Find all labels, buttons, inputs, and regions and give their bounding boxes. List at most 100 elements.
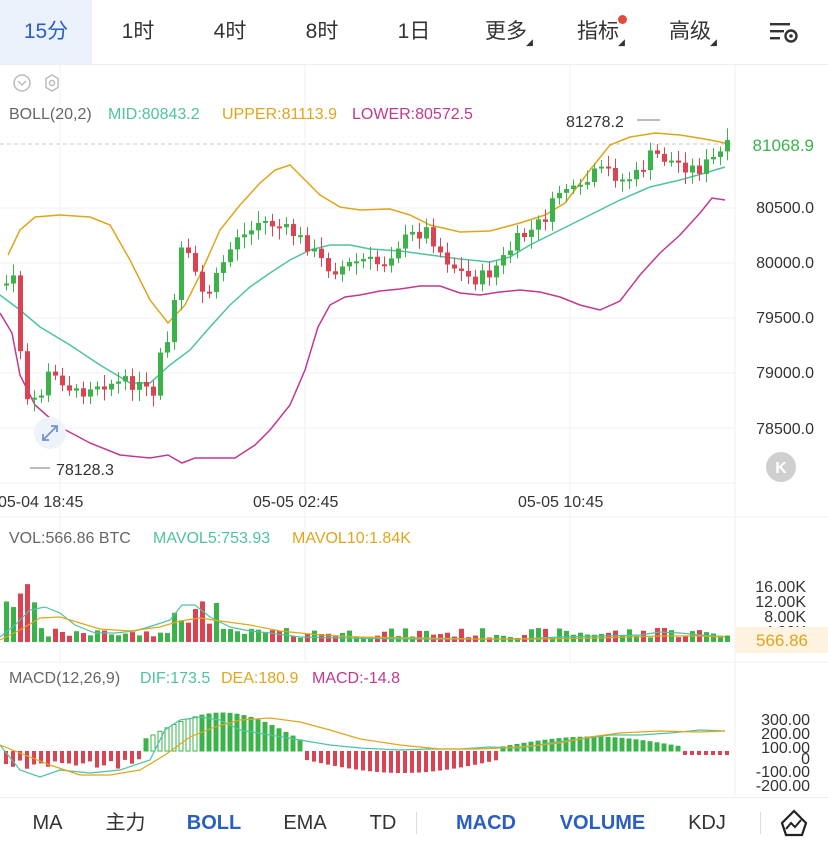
volume-bar	[634, 635, 639, 642]
candle-body	[669, 160, 674, 163]
tab-macd[interactable]: MACD	[456, 812, 516, 834]
candle-body	[375, 256, 380, 265]
candle-body	[606, 166, 611, 169]
volume-bar	[221, 628, 226, 642]
candle-body	[305, 235, 310, 252]
volume-bar	[361, 637, 366, 642]
macd-tick: 0	[801, 751, 810, 768]
candle-body	[445, 252, 450, 265]
candle-body	[648, 150, 653, 171]
dea-line	[0, 717, 726, 776]
more-dropdown[interactable]: 更多 ◢	[460, 0, 552, 64]
candle-body	[25, 351, 30, 400]
tab-td[interactable]: TD	[369, 812, 397, 834]
volume-bar	[515, 637, 520, 642]
collapse-icon[interactable]	[13, 74, 31, 92]
volume-bar	[550, 637, 555, 642]
candle-body	[557, 192, 562, 199]
candle-body	[368, 256, 373, 259]
volume-bar	[81, 633, 86, 642]
tab-ema[interactable]: EMA	[283, 812, 327, 834]
tab-8h[interactable]: 8时	[305, 20, 339, 43]
volume-bar	[137, 635, 142, 642]
candle-body	[718, 151, 723, 157]
macd-legend-macd: MACD:-14.8	[312, 670, 400, 687]
candle-body	[417, 231, 422, 239]
volume-bar	[368, 637, 373, 642]
drawing-tool-icon[interactable]	[778, 808, 810, 838]
candle-body	[11, 275, 16, 284]
tab-4h[interactable]: 4时	[213, 20, 247, 43]
macd-bar	[410, 751, 414, 773]
kline-chart[interactable]: BOLL(20,2) MID:80843.2 UPPER:81113.9 LOW…	[0, 65, 828, 797]
candle-body	[165, 342, 170, 353]
volume-bar	[214, 602, 219, 642]
tab-main-force[interactable]: 主力	[105, 812, 146, 834]
indicator-dropdown[interactable]: 指标 ◢	[552, 0, 644, 64]
macd-bar	[164, 727, 170, 752]
candle-body	[361, 258, 366, 262]
expand-icon[interactable]	[34, 417, 66, 449]
macd-bar	[619, 737, 625, 752]
candle-body	[655, 150, 660, 154]
candle-body	[585, 182, 590, 185]
volume-bar	[648, 637, 653, 642]
volume-bar	[333, 636, 338, 642]
tab-1h[interactable]: 1时	[121, 20, 155, 43]
macd-tick: -200.00	[756, 778, 810, 795]
macd-bar	[157, 730, 163, 752]
candle-body	[200, 271, 205, 292]
volume-bar	[32, 602, 37, 642]
tab-kdj[interactable]: KDJ	[688, 812, 726, 834]
dif-line	[0, 716, 726, 778]
tab-boll[interactable]: BOLL	[186, 812, 242, 834]
macd-bar	[577, 736, 583, 752]
candle-body	[67, 385, 72, 391]
candle-body	[690, 165, 695, 173]
volume-bar	[354, 636, 359, 642]
candle-body	[662, 153, 667, 162]
macd-bar	[598, 736, 604, 752]
chart-settings-icon[interactable]	[768, 18, 800, 46]
macd-bar	[130, 751, 134, 764]
indicator-label: 指标	[577, 20, 619, 43]
candle-body	[172, 299, 177, 343]
candle-body	[88, 389, 93, 397]
candle-body	[109, 383, 114, 390]
volume-bar	[305, 634, 310, 642]
candle-body	[144, 381, 149, 387]
candle-body	[46, 371, 51, 396]
macd-bar	[312, 751, 316, 762]
volume-bar	[193, 608, 198, 642]
tab-1d[interactable]: 1日	[397, 20, 431, 43]
volume-bar	[424, 630, 429, 642]
advanced-dropdown[interactable]: 高级 ◢	[644, 0, 736, 64]
candle-body	[522, 233, 527, 238]
volume-bar	[74, 631, 79, 642]
vol-legend-mavol5: MAVOL5:753.93	[153, 530, 270, 547]
macd-bar	[269, 724, 275, 752]
price-tick: 80000.0	[756, 255, 814, 272]
candle-body	[620, 179, 625, 182]
tab-15min[interactable]: 15分	[0, 0, 92, 64]
macd-bar	[563, 737, 569, 752]
macd-bar	[88, 751, 92, 762]
volume-bar	[109, 634, 114, 642]
tab-volume[interactable]: VOLUME	[559, 812, 646, 834]
macd-bar	[494, 751, 498, 761]
scroll-latest-button[interactable]: K	[766, 452, 796, 482]
volume-bar	[151, 636, 156, 642]
macd-bar	[95, 751, 99, 768]
volume-bar	[718, 635, 723, 642]
candle-body	[249, 230, 254, 235]
macd-bar	[675, 745, 681, 752]
candle-body	[592, 168, 597, 183]
tab-separator	[760, 812, 761, 834]
candle-body	[543, 219, 548, 222]
macd-bar	[605, 736, 611, 752]
volume-bar	[200, 601, 205, 642]
indicator-settings-icon[interactable]	[45, 74, 59, 92]
candle-body	[18, 275, 23, 352]
tab-ma[interactable]: MA	[32, 812, 63, 834]
candle-body	[613, 168, 618, 181]
